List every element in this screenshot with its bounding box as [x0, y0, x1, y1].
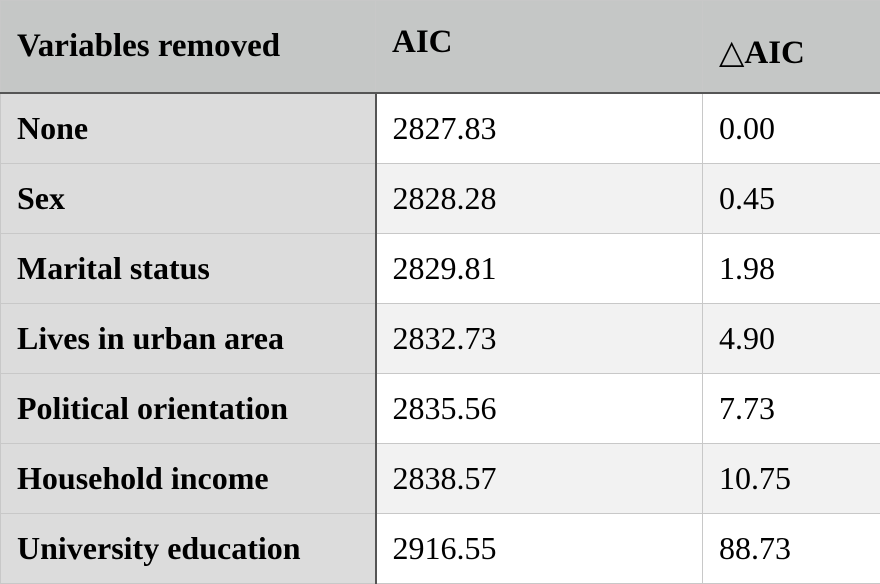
cell-delta-aic: 7.73: [703, 374, 880, 444]
header-row: Variables removed AIC △AIC: [1, 1, 880, 94]
cell-aic: 2832.73: [376, 304, 703, 374]
cell-aic: 2829.81: [376, 234, 703, 304]
table-row: Marital status 2829.81 1.98: [1, 234, 880, 304]
cell-aic: 2838.57: [376, 444, 703, 514]
cell-aic: 2835.56: [376, 374, 703, 444]
cell-aic: 2916.55: [376, 514, 703, 584]
cell-delta-aic: 0.00: [703, 93, 880, 164]
cell-delta-aic: 10.75: [703, 444, 880, 514]
table-row: University education 2916.55 88.73: [1, 514, 880, 584]
table-row: Household income 2838.57 10.75: [1, 444, 880, 514]
table-body: None 2827.83 0.00 Sex 2828.28 0.45 Marit…: [1, 93, 880, 584]
cell-aic: 2828.28: [376, 164, 703, 234]
cell-variable: Marital status: [1, 234, 376, 304]
header-delta-aic: △AIC: [703, 1, 880, 94]
cell-delta-aic: 1.98: [703, 234, 880, 304]
table-row: Sex 2828.28 0.45: [1, 164, 880, 234]
cell-variable: Political orientation: [1, 374, 376, 444]
cell-variable: University education: [1, 514, 376, 584]
cell-variable: Sex: [1, 164, 376, 234]
cell-delta-aic: 88.73: [703, 514, 880, 584]
cell-delta-aic: 0.45: [703, 164, 880, 234]
cell-delta-aic: 4.90: [703, 304, 880, 374]
header-aic: AIC: [376, 1, 703, 94]
table-header: Variables removed AIC △AIC: [1, 1, 880, 94]
table-row: Lives in urban area 2832.73 4.90: [1, 304, 880, 374]
table-row: None 2827.83 0.00: [1, 93, 880, 164]
header-variables-removed: Variables removed: [1, 1, 376, 94]
cell-aic: 2827.83: [376, 93, 703, 164]
cell-variable: None: [1, 93, 376, 164]
cell-variable: Lives in urban area: [1, 304, 376, 374]
cell-variable: Household income: [1, 444, 376, 514]
table-row: Political orientation 2835.56 7.73: [1, 374, 880, 444]
